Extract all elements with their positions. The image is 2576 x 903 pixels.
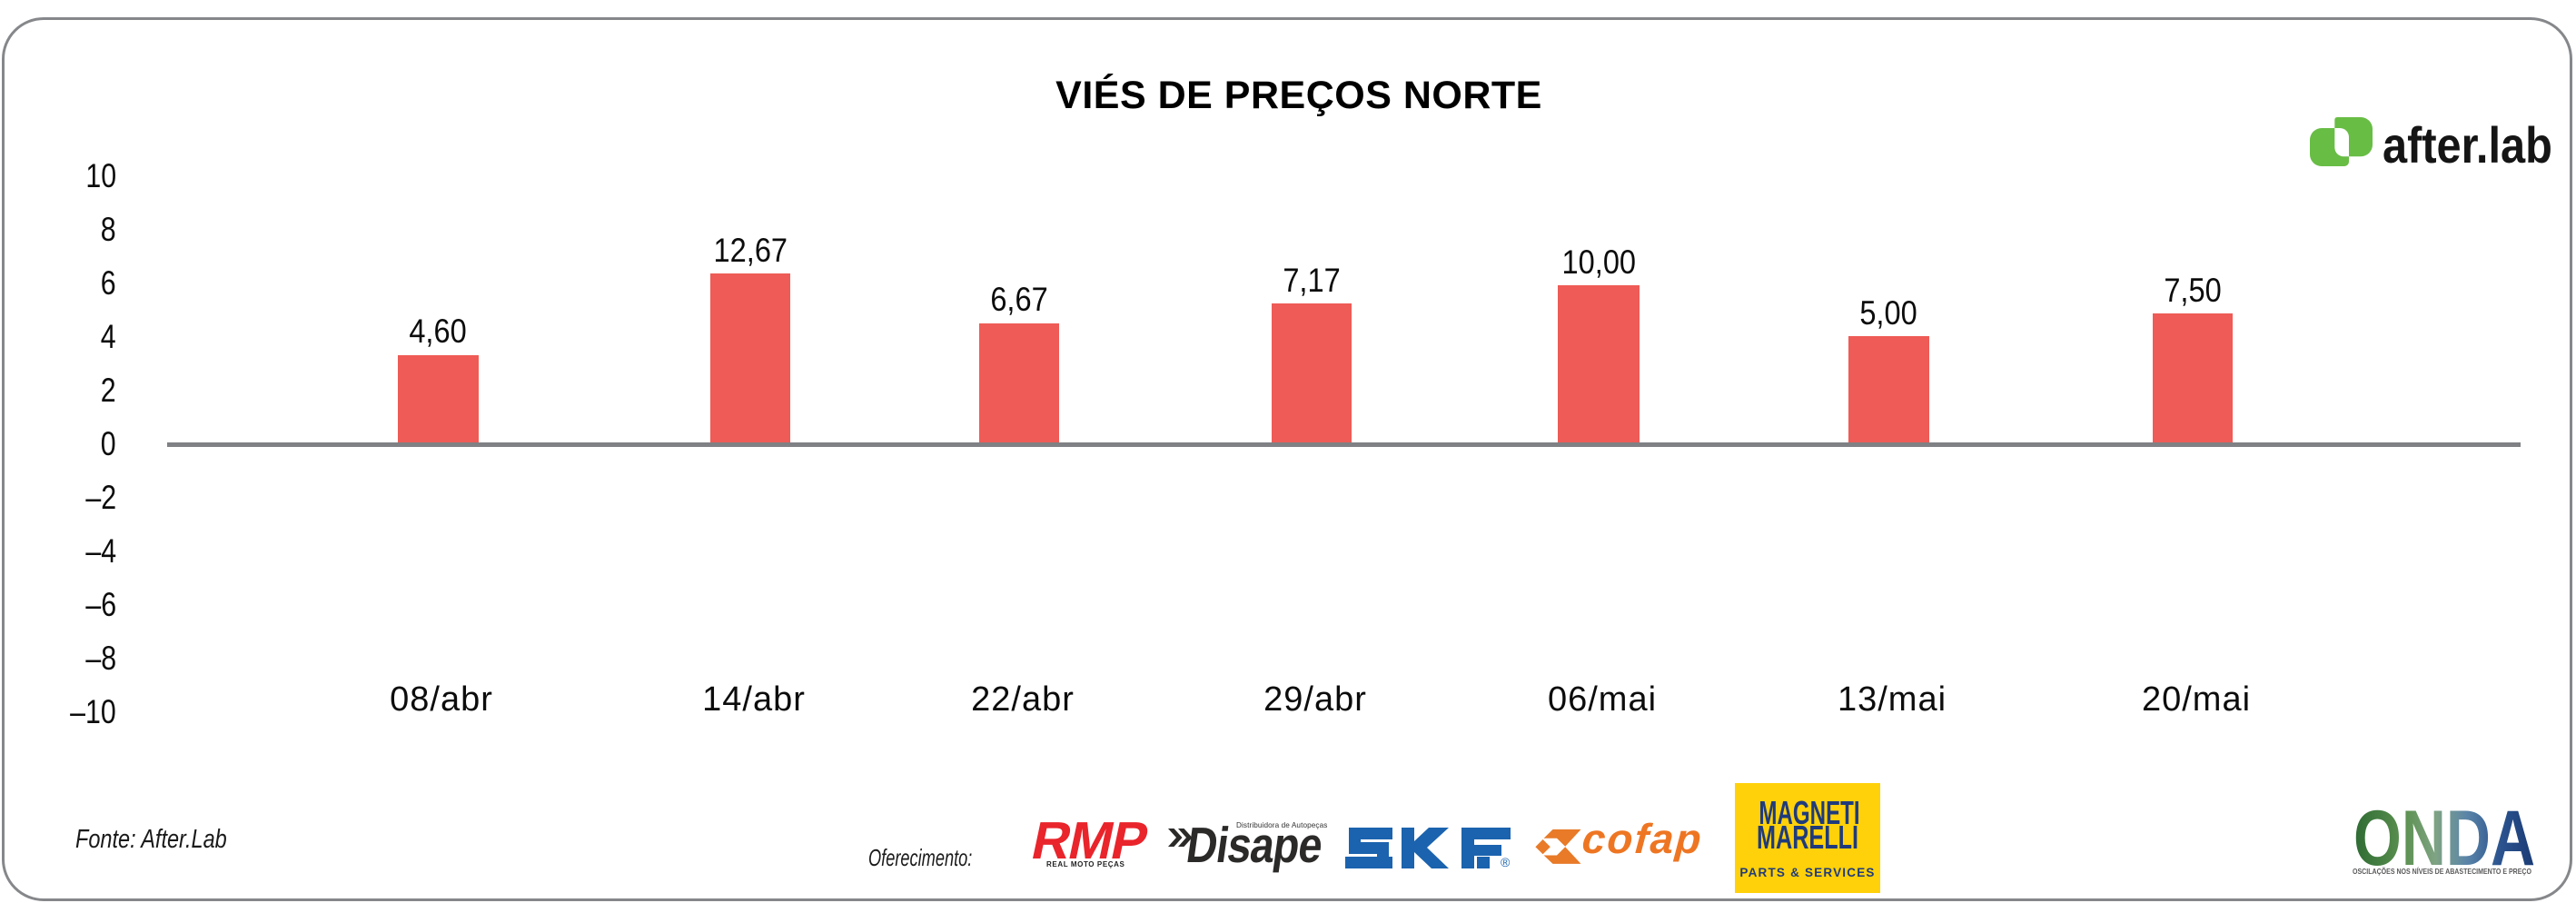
svg-text:OSCILAÇÕES NOS NÍVEIS DE ABAST: OSCILAÇÕES NOS NÍVEIS DE ABASTECIMENTO E… [2353, 866, 2531, 876]
svg-text:ONDA: ONDA [2353, 803, 2535, 880]
